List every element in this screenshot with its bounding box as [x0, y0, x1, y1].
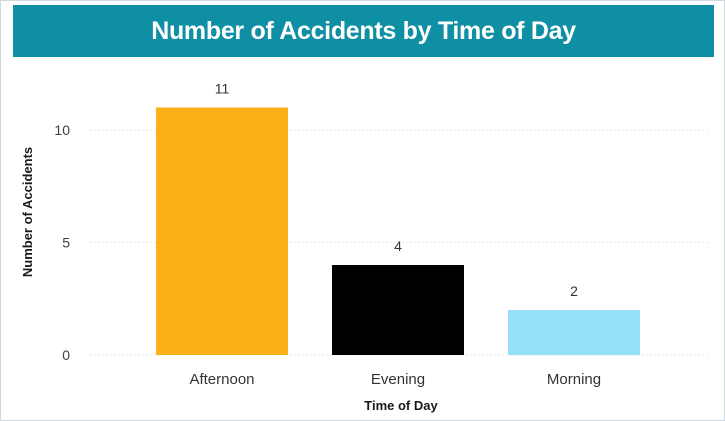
data-label: 4	[394, 238, 402, 254]
data-label: 11	[215, 81, 230, 97]
y-tick-label: 0	[62, 347, 70, 363]
chart-title: Number of Accidents by Time of Day	[151, 16, 576, 45]
y-tick-label: 10	[54, 122, 70, 138]
data-label: 2	[570, 283, 578, 299]
x-axis-title: Time of Day	[364, 398, 438, 413]
y-tick-label: 5	[62, 235, 70, 251]
x-axis-ticks: Afternoon Evening Morning	[189, 371, 601, 388]
y-axis-ticks: 0 5 10	[54, 122, 70, 363]
bar-morning	[508, 310, 640, 355]
bar-afternoon	[156, 107, 288, 355]
chart-title-bar: Number of Accidents by Time of Day	[13, 5, 714, 57]
x-tick-label: Afternoon	[189, 371, 254, 388]
x-tick-label: Evening	[371, 371, 425, 388]
y-axis-title: Number of Accidents	[20, 147, 35, 277]
bar-evening	[332, 265, 464, 355]
bars	[156, 107, 640, 355]
x-tick-label: Morning	[547, 371, 601, 388]
data-labels: 11 4 2	[215, 81, 578, 300]
